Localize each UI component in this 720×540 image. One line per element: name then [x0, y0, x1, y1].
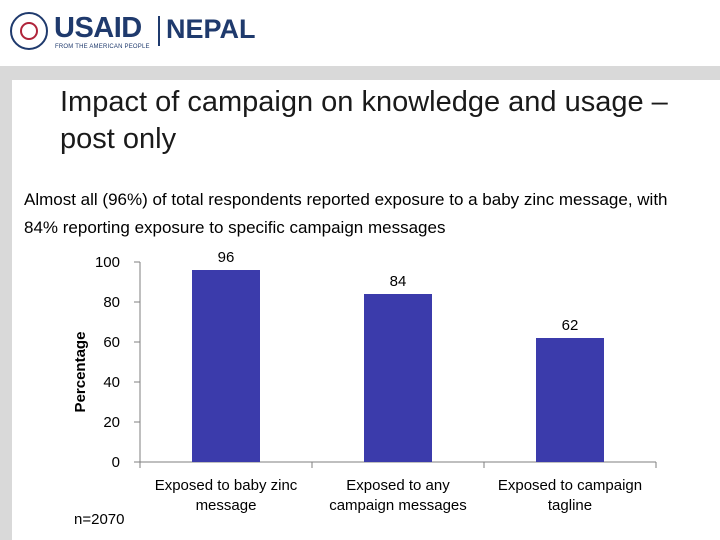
bar-value-label: 96 [218, 249, 235, 266]
header: USAID NEPAL FROM THE AMERICAN PEOPLE [0, 0, 720, 66]
bar [536, 338, 604, 462]
y-tick-label: 40 [103, 374, 120, 391]
slide-subtitle: Almost all (96%) of total respondents re… [24, 190, 668, 237]
y-tick-label: 0 [112, 454, 120, 471]
x-category-label: tagline [548, 497, 592, 514]
bar [364, 294, 432, 462]
logo-divider [158, 16, 160, 46]
bar-value-label: 62 [562, 317, 579, 334]
y-axis-title: Percentage [72, 332, 89, 413]
slide-title: Impact of campaign on knowledge and usag… [60, 86, 668, 155]
logo-country-text: NEPAL [166, 14, 256, 44]
x-category-label: Exposed to baby zinc [155, 477, 298, 494]
x-category-label: message [196, 497, 257, 514]
usaid-seal-icon [10, 12, 48, 50]
left-decorative-bar [0, 80, 12, 540]
x-category-label: Exposed to campaign [498, 477, 642, 494]
y-tick-label: 100 [95, 254, 120, 271]
usaid-logo: USAID NEPAL FROM THE AMERICAN PEOPLE [10, 12, 256, 52]
y-tick-label: 80 [103, 294, 120, 311]
sample-size-note: n=2070 [74, 511, 125, 528]
y-tick-label: 60 [103, 334, 120, 351]
top-decorative-bar [0, 66, 720, 80]
bar [192, 270, 260, 462]
y-tick-label: 20 [103, 414, 120, 431]
x-category-label: campaign messages [329, 497, 467, 514]
bar-value-label: 84 [390, 273, 407, 290]
logo-usaid-text: USAID [54, 12, 142, 44]
x-category-label: Exposed to any [346, 477, 450, 494]
logo-tagline: FROM THE AMERICAN PEOPLE [55, 44, 150, 50]
